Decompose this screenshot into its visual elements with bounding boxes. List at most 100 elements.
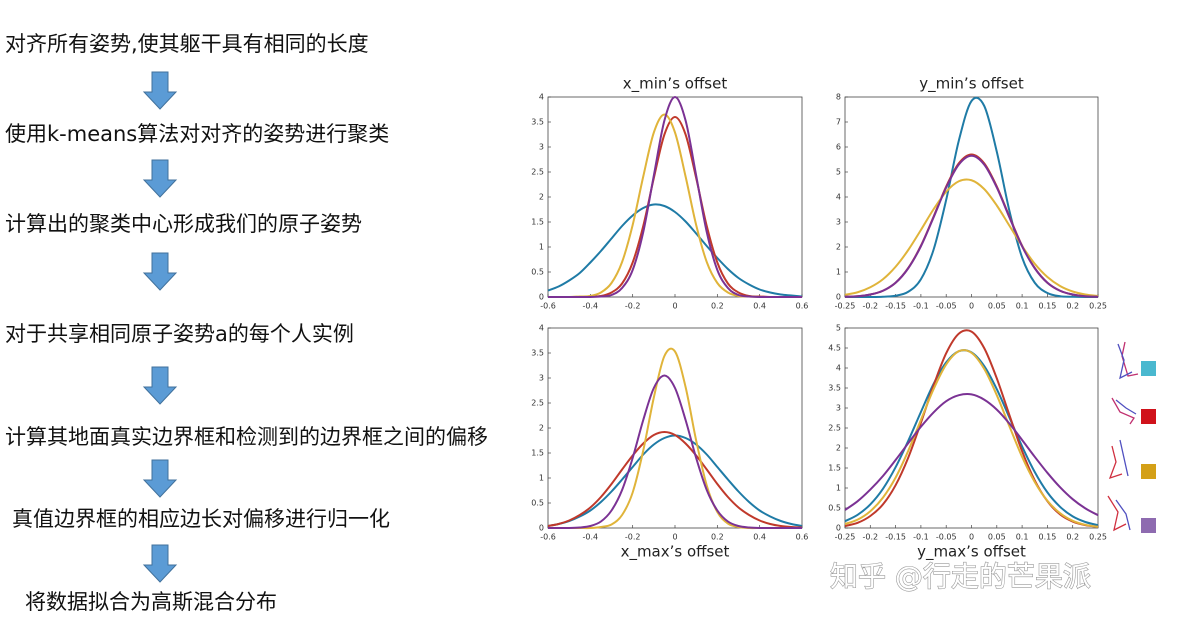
pose-icon: [1107, 495, 1127, 532]
x-tick-label: -0.6: [540, 533, 556, 542]
pose-icon: [1119, 439, 1129, 477]
x-tick-label: 0: [672, 533, 677, 542]
x-tick-label: -0.15: [885, 302, 906, 311]
x-tick-label: -0.25: [835, 302, 856, 311]
x-tick-label: -0.4: [583, 533, 599, 542]
y-tick-label: 2.5: [531, 168, 544, 177]
y-tick-label: 3.5: [828, 384, 841, 393]
curve: [547, 203, 803, 298]
plot-frame: [844, 96, 1099, 298]
x-tick-label: 0.15: [1038, 302, 1056, 311]
y-tick-label: 5: [836, 324, 841, 333]
y-tick-label: 0.5: [828, 504, 841, 513]
flow-step: 计算其地面真实边界框和检测到的边界框之间的偏移: [5, 425, 488, 449]
flow-arrow: [142, 71, 178, 110]
x-tick-label: 0.1: [1016, 302, 1029, 311]
y-tick-label: 2: [836, 444, 841, 453]
flow-arrow: [142, 459, 178, 498]
x-tick-label: 0.05: [988, 302, 1006, 311]
pose-icon: [1117, 343, 1133, 380]
y-tick-label: 1.5: [531, 449, 544, 458]
x-tick-label: 0.1: [1016, 533, 1029, 542]
y-tick-label: 1: [539, 474, 544, 483]
y-tick-label: 1.5: [531, 218, 544, 227]
y-tick-label: 4: [539, 324, 544, 333]
pose-icon: [1111, 397, 1135, 425]
flow-step: 计算出的聚类中心形成我们的原子姿势: [5, 212, 362, 236]
y-tick-label: 0: [836, 524, 841, 533]
x-tick-label: 0.6: [796, 533, 809, 542]
x-tick-label: 0.6: [796, 302, 809, 311]
x-tick-label: 0.2: [711, 533, 724, 542]
y-tick-label: 3: [539, 143, 544, 152]
legend-swatch: [1141, 464, 1156, 479]
legend-swatch: [1141, 361, 1156, 376]
y-tick-label: 2: [539, 424, 544, 433]
y-tick-label: 0: [539, 524, 544, 533]
flow-step: 真值边界框的相应边长对偏移进行归一化: [12, 507, 390, 531]
y-tick-label: 2: [539, 193, 544, 202]
x-tick-label: -0.4: [583, 302, 599, 311]
x-tick-label: -0.6: [540, 302, 556, 311]
flow-arrow: [142, 544, 178, 583]
x-tick-label: 0: [672, 302, 677, 311]
curve: [844, 178, 1099, 297]
x-axis-label: y_max’s offset: [917, 543, 1026, 562]
x-tick-label: 0.05: [988, 533, 1006, 542]
y-tick-label: 4: [836, 193, 841, 202]
y-tick-label: 4: [836, 364, 841, 373]
curve: [844, 393, 1099, 517]
flow-arrow: [142, 366, 178, 405]
y-tick-label: 5: [836, 168, 841, 177]
plot-frame: [547, 327, 803, 529]
y-tick-label: 1.5: [828, 464, 841, 473]
pose-icons: [1107, 341, 1139, 532]
y-tick-label: 3.5: [531, 349, 544, 358]
y-tick-label: 2: [836, 243, 841, 252]
y-tick-label: 3.5: [531, 118, 544, 127]
x-tick-label: 0.25: [1089, 302, 1107, 311]
x-tick-label: 0.15: [1038, 533, 1056, 542]
y-tick-label: 0: [836, 293, 841, 302]
curve: [548, 95, 802, 299]
x-tick-label: -0.25: [835, 533, 856, 542]
chart-title: y_min’s offset: [919, 75, 1024, 94]
chart: -0.6 -0.4 -0.2 0 0.2 0.4 0.6 0 0.5 1 1.5 2 2.5 3 3.5 4 x…: [531, 324, 808, 562]
y-tick-label: 6: [836, 143, 841, 152]
y-tick-label: 2.5: [531, 399, 544, 408]
x-tick-label: -0.15: [885, 533, 906, 542]
y-tick-label: 0: [539, 293, 544, 302]
x-tick-label: 0.4: [753, 533, 766, 542]
x-tick-label: 0: [969, 533, 974, 542]
x-tick-label: -0.05: [936, 302, 957, 311]
y-tick-label: 4: [539, 93, 544, 102]
y-tick-label: 1: [836, 484, 841, 493]
pose-icon: [1115, 499, 1131, 531]
flow-arrow: [142, 159, 178, 198]
y-tick-label: 3: [539, 374, 544, 383]
legend-swatch: [1141, 518, 1156, 533]
x-tick-label: -0.2: [862, 302, 878, 311]
y-tick-label: 7: [836, 118, 841, 127]
watermark: 知乎 @行走的芒果派: [830, 560, 1091, 593]
flowchart: 对齐所有姿势,使其躯干具有相同的长度 使用k-means算法对对齐的姿势进行聚类…: [5, 32, 488, 614]
y-tick-label: 1: [539, 243, 544, 252]
flow-arrow: [142, 252, 178, 291]
y-tick-label: 3: [836, 218, 841, 227]
curve: [844, 154, 1099, 298]
x-tick-label: 0.2: [711, 302, 724, 311]
legend-swatch: [1141, 409, 1156, 424]
curve: [548, 374, 802, 530]
x-tick-label: -0.2: [625, 302, 641, 311]
y-tick-label: 0.5: [531, 268, 544, 277]
x-tick-label: 0.4: [753, 302, 766, 311]
x-tick-label: -0.1: [913, 533, 929, 542]
curve: [844, 349, 1099, 528]
x-tick-label: 0.2: [1066, 533, 1079, 542]
x-tick-label: -0.05: [936, 533, 957, 542]
curve: [547, 430, 803, 529]
pose-icon: [1121, 341, 1139, 377]
x-tick-label: 0.2: [1066, 302, 1079, 311]
y-tick-label: 2.5: [828, 424, 841, 433]
